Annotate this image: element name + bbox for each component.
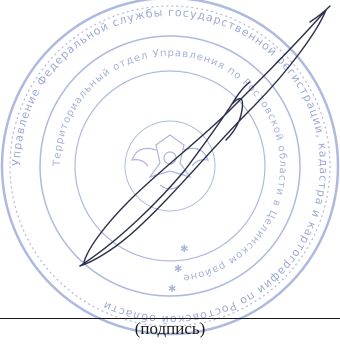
seal-stars-icon: ✱ ✱ ✱ [168, 244, 188, 295]
svg-text:✱: ✱ [174, 264, 182, 275]
signature-caption: (подпись) [134, 319, 206, 338]
seal-inner-text: Территориальный отдел Управления по Рост… [52, 48, 288, 283]
seal-middle-ring [39, 35, 301, 297]
seal-outer-ring [0, 0, 340, 336]
svg-text:✱: ✱ [180, 244, 188, 255]
seal-inner-textpath: Территориальный отдел Управления по Рост… [52, 48, 287, 283]
svg-text:✱: ✱ [168, 284, 176, 295]
emblem-icon [131, 134, 209, 190]
seal-inner-ring [74, 70, 266, 262]
handwritten-signature [79, 5, 331, 267]
signature-line [0, 318, 340, 319]
